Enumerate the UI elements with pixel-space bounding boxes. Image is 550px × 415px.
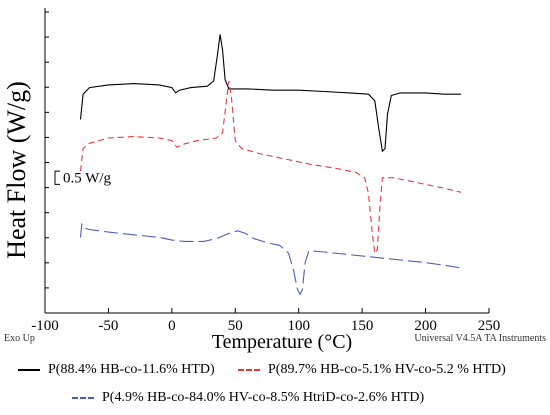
scale-bar-label: 0.5 W/g — [63, 171, 112, 187]
x-tick-label: 250 — [478, 318, 501, 334]
dsc-chart: -100 -50 0 50 100 150 200 250 0.5 W/g Heat Flow… — [2, 8, 546, 353]
legend-item: P(4.9% HB-co-84.0% HV-co-8.5% HtriD-co-2… — [72, 390, 424, 406]
legend-swatch — [238, 369, 260, 371]
series-line — [79, 34, 462, 153]
x-tick-label: 100 — [287, 318, 310, 334]
legend-swatch — [72, 397, 94, 399]
scale-bar: 0.5 W/g — [54, 170, 112, 187]
legend-label: P(4.9% HB-co-84.0% HV-co-8.5% HtriD-co-2… — [102, 390, 425, 405]
legend-swatch — [18, 369, 40, 371]
x-tick-label: 50 — [228, 318, 243, 334]
legend-label: P(89.7% HB-co-5.1% HV-co-5.2 % HTD) — [268, 362, 506, 377]
legend-item: P(88.4% HB-co-11.6% HTD) — [18, 362, 215, 378]
y-axis-title: Heat Flow (W/g) — [2, 81, 31, 259]
series-line — [79, 80, 462, 255]
x-tick-label: -50 — [98, 318, 118, 334]
x-tick-label: -100 — [31, 318, 59, 334]
series-line — [79, 222, 462, 296]
instrument-label: Universal V4.5A TA Instruments — [414, 333, 546, 344]
legend-label: P(88.4% HB-co-11.6% HTD) — [48, 362, 215, 377]
x-axis-title: Temperature (°C) — [212, 331, 352, 353]
x-tick-label: 0 — [168, 318, 176, 334]
x-tick-label: 200 — [414, 318, 437, 334]
legend-item: P(89.7% HB-co-5.1% HV-co-5.2 % HTD) — [238, 362, 506, 378]
exo-up-label: Exo Up — [4, 333, 35, 344]
x-tick-label: 150 — [351, 318, 374, 334]
